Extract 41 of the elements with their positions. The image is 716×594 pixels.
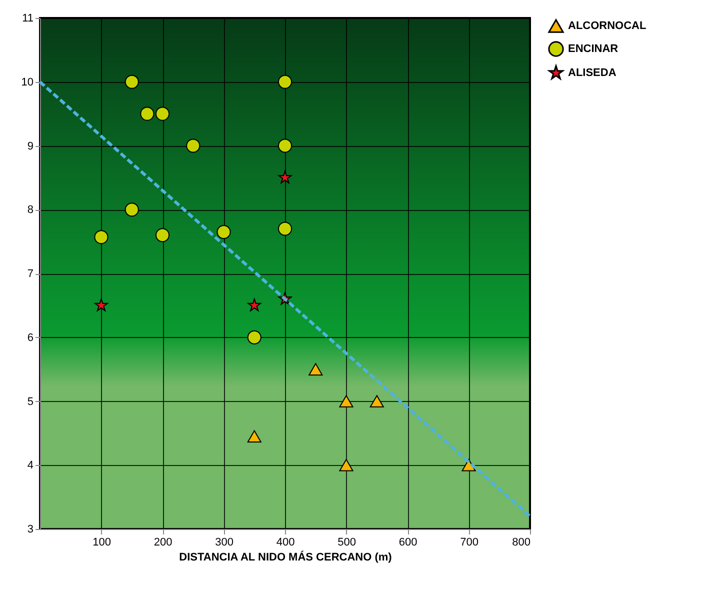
legend-label: ALCORNOCAL (568, 20, 646, 32)
legend-label: ENCINAR (568, 43, 618, 55)
y-tick-label: 4 (27, 460, 34, 472)
x-tick-label: 100 (92, 536, 111, 548)
point (124, 74, 139, 89)
y-tick-label: 5 (27, 396, 34, 408)
point (186, 138, 200, 153)
x-tick-label: 800 (512, 536, 530, 548)
point (370, 395, 384, 408)
y-tick-label: 9 (27, 140, 34, 152)
x-tick-label: 600 (398, 536, 418, 548)
point (155, 228, 170, 242)
point (339, 458, 354, 472)
x-tick-label: 500 (338, 536, 356, 548)
point (278, 74, 292, 89)
x-tick-label: 300 (215, 536, 234, 548)
y-tick-label: 8 (27, 204, 34, 216)
point (94, 298, 108, 312)
point (278, 138, 292, 153)
x-tick-label: 400 (276, 536, 295, 548)
y-tick-label: 6 (27, 332, 34, 344)
point (247, 430, 262, 443)
point (216, 224, 231, 239)
point (308, 363, 323, 376)
y-tick-label: 10 (21, 76, 34, 88)
legend-label: ALISEDA (568, 67, 616, 79)
point (140, 106, 154, 121)
y-tick-label: 3 (27, 524, 34, 536)
y-tick-label: 11 (22, 12, 34, 24)
point (155, 106, 170, 121)
x-tick-label: 700 (460, 536, 478, 548)
point (94, 230, 108, 244)
point (278, 222, 292, 236)
point (248, 298, 262, 312)
point (124, 202, 139, 217)
point (339, 395, 354, 408)
point (278, 170, 292, 184)
x-axis-title: DISTANCIA AL NIDO MÁS CERCANO (m) (179, 550, 392, 564)
y-tick-label: 7 (27, 268, 34, 280)
point (247, 330, 262, 344)
x-tick-label: 200 (154, 536, 172, 548)
